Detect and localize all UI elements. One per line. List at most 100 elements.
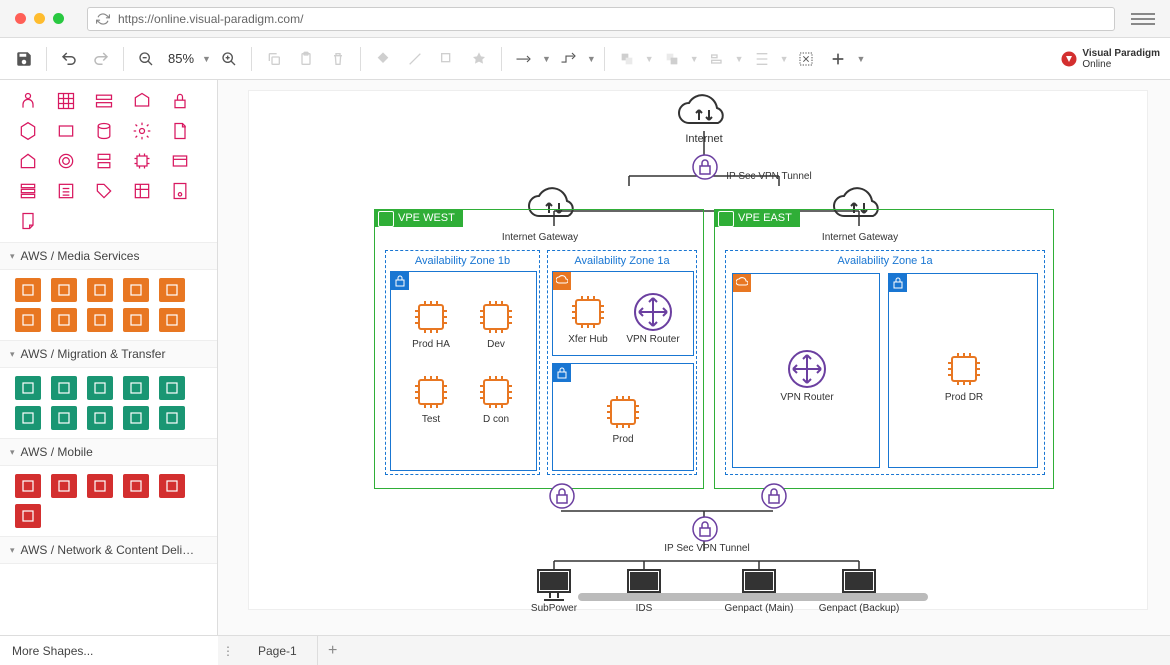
service-shape[interactable] xyxy=(51,308,77,332)
diagram-canvas[interactable]: Internet IP Sec VPN Tunnel VPE WEST Inte… xyxy=(248,90,1148,610)
distribute-button[interactable] xyxy=(748,45,776,73)
service-shape[interactable] xyxy=(15,278,41,302)
connector-button[interactable] xyxy=(510,45,538,73)
fill-button[interactable] xyxy=(369,45,397,73)
vpe-west-container: VPE WEST Internet Gateway Availability Z… xyxy=(374,209,704,489)
shape-page[interactable] xyxy=(167,180,193,202)
service-shape[interactable] xyxy=(15,308,41,332)
fit-button[interactable] xyxy=(792,45,820,73)
menu-icon[interactable] xyxy=(1131,7,1155,31)
window-maximize[interactable] xyxy=(53,13,64,24)
service-shape[interactable] xyxy=(15,504,41,528)
horizontal-scrollbar[interactable] xyxy=(478,593,1128,603)
shape-doc[interactable] xyxy=(167,120,193,142)
style-button[interactable] xyxy=(465,45,493,73)
service-shape[interactable] xyxy=(159,474,185,498)
align-button[interactable] xyxy=(703,45,731,73)
service-shape[interactable] xyxy=(15,406,41,430)
service-shape[interactable] xyxy=(123,278,149,302)
window-close[interactable] xyxy=(15,13,26,24)
stroke-button[interactable] xyxy=(401,45,429,73)
service-shape[interactable] xyxy=(159,278,185,302)
service-shape[interactable] xyxy=(87,474,113,498)
vpn-router-west[interactable] xyxy=(633,292,673,332)
service-shape[interactable] xyxy=(87,376,113,400)
shape-db[interactable] xyxy=(91,120,117,142)
shape-envelope[interactable] xyxy=(129,90,155,112)
shape-tag[interactable] xyxy=(91,180,117,202)
shape-hex[interactable] xyxy=(15,120,41,142)
vpn-router-east[interactable] xyxy=(787,349,827,389)
service-shape[interactable] xyxy=(51,474,77,498)
service-shape[interactable] xyxy=(159,308,185,332)
shape-lock[interactable] xyxy=(167,90,193,112)
page-tab-1[interactable]: Page-1 xyxy=(238,636,318,665)
service-shape[interactable] xyxy=(15,474,41,498)
service-shape[interactable] xyxy=(123,308,149,332)
window-minimize[interactable] xyxy=(34,13,45,24)
chip-dev[interactable] xyxy=(476,297,516,337)
service-shape[interactable] xyxy=(123,406,149,430)
service-shape[interactable] xyxy=(123,376,149,400)
front-button[interactable] xyxy=(613,45,641,73)
service-shape[interactable] xyxy=(87,308,113,332)
chip-prod-ha[interactable] xyxy=(411,297,451,337)
service-shape[interactable] xyxy=(159,406,185,430)
shape-table[interactable] xyxy=(129,180,155,202)
shape-stack[interactable] xyxy=(15,180,41,202)
chip-dcon[interactable] xyxy=(476,372,516,412)
shape-gear[interactable] xyxy=(129,120,155,142)
shape-rows[interactable] xyxy=(91,90,117,112)
url-bar[interactable]: https://online.visual-paradigm.com/ xyxy=(87,7,1115,31)
undo-button[interactable] xyxy=(55,45,83,73)
service-shape[interactable] xyxy=(123,474,149,498)
section-migration[interactable]: AWS / Migration & Transfer xyxy=(0,340,217,368)
add-page-button[interactable]: + xyxy=(318,642,348,660)
shape-house[interactable] xyxy=(15,150,41,172)
copy-button[interactable] xyxy=(260,45,288,73)
waypoint-button[interactable] xyxy=(555,45,583,73)
lock-east-icon xyxy=(761,483,787,509)
add-button[interactable] xyxy=(824,45,852,73)
service-shape[interactable] xyxy=(51,278,77,302)
subnet-1b: Prod HA Dev Test D con xyxy=(390,271,537,471)
more-shapes-button[interactable]: More Shapes... xyxy=(0,635,218,665)
service-shape[interactable] xyxy=(87,278,113,302)
zoom-level[interactable]: 85% xyxy=(164,51,198,66)
redo-button[interactable] xyxy=(87,45,115,73)
service-shape[interactable] xyxy=(87,406,113,430)
section-mobile[interactable]: AWS / Mobile xyxy=(0,438,217,466)
back-button[interactable] xyxy=(658,45,686,73)
service-shape[interactable] xyxy=(51,376,77,400)
shape-server[interactable] xyxy=(91,150,117,172)
shape-rect[interactable] xyxy=(53,120,79,142)
delete-button[interactable] xyxy=(324,45,352,73)
chip-xfer[interactable] xyxy=(568,292,608,332)
zoom-out-button[interactable] xyxy=(132,45,160,73)
save-button[interactable] xyxy=(10,45,38,73)
service-shape[interactable] xyxy=(159,376,185,400)
shape-note[interactable] xyxy=(15,210,41,232)
shape-chip[interactable] xyxy=(129,150,155,172)
refresh-icon xyxy=(96,12,110,26)
shape-gear2[interactable] xyxy=(53,150,79,172)
zoom-in-button[interactable] xyxy=(215,45,243,73)
vpe-east-header: VPE EAST xyxy=(714,209,800,227)
paste-button[interactable] xyxy=(292,45,320,73)
ipsec-bottom-label: IP Sec VPN Tunnel xyxy=(657,543,757,554)
shadow-button[interactable] xyxy=(433,45,461,73)
canvas-area[interactable]: Internet IP Sec VPN Tunnel VPE WEST Inte… xyxy=(218,80,1170,635)
shape-grid[interactable] xyxy=(53,90,79,112)
shape-card[interactable] xyxy=(167,150,193,172)
service-shape[interactable] xyxy=(15,376,41,400)
service-shape[interactable] xyxy=(51,406,77,430)
chip-test[interactable] xyxy=(411,372,451,412)
section-media-services[interactable]: AWS / Media Services xyxy=(0,242,217,270)
az-1a-east-label: Availability Zone 1a xyxy=(726,255,1044,267)
shapes-sidebar: AWS / Media Services AWS / Migration & T… xyxy=(0,80,218,635)
section-network[interactable]: AWS / Network & Content Deli… xyxy=(0,536,217,564)
chip-prod[interactable] xyxy=(603,392,643,432)
shape-list[interactable] xyxy=(53,180,79,202)
chip-prod-dr[interactable] xyxy=(944,349,984,389)
shape-person[interactable] xyxy=(15,90,41,112)
